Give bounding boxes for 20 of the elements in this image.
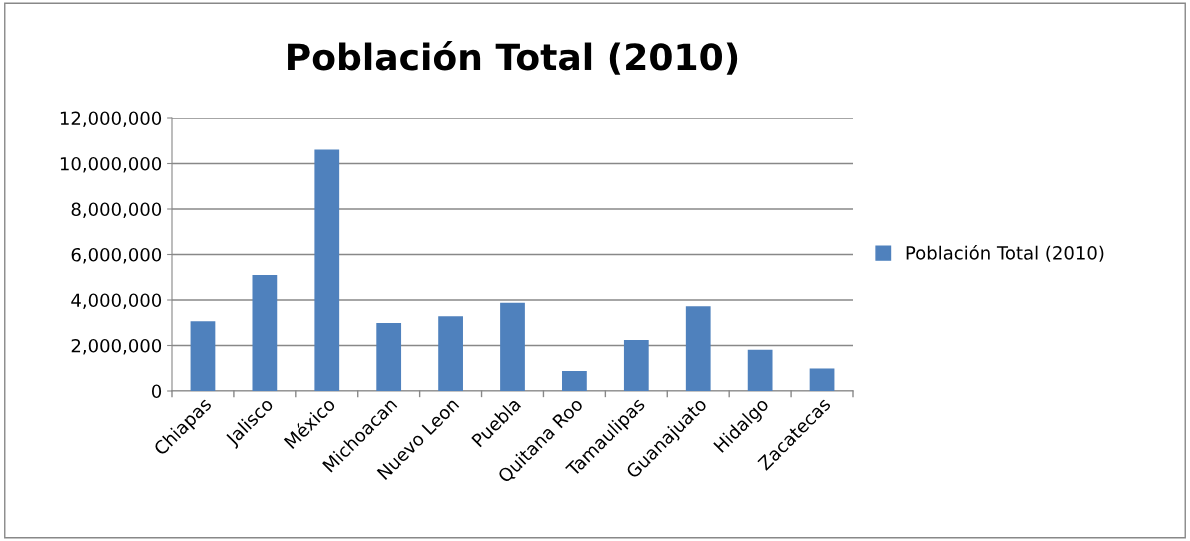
bar — [500, 302, 525, 391]
bar — [314, 149, 340, 391]
y-tick-label: 4,000,000 — [71, 293, 162, 309]
legend-label: Población Total (2010) — [906, 245, 1104, 262]
bar — [685, 306, 711, 391]
bar — [747, 349, 773, 391]
chart-title: Población Total (2010) — [288, 41, 738, 75]
bar — [809, 368, 835, 391]
y-tick-label: 6,000,000 — [71, 247, 162, 264]
y-tick-label: 0 — [151, 384, 162, 399]
bar — [562, 370, 587, 391]
bar — [376, 322, 402, 391]
bar — [623, 340, 649, 391]
bar — [252, 274, 278, 391]
bar — [438, 316, 463, 391]
y-tick-label: 10,000,000 — [60, 156, 162, 173]
bar — [190, 321, 216, 391]
y-tick-label: 8,000,000 — [71, 202, 162, 218]
y-tick-label: 2,000,000 — [71, 338, 162, 355]
y-tick-label: 12,000,000 — [60, 111, 162, 127]
